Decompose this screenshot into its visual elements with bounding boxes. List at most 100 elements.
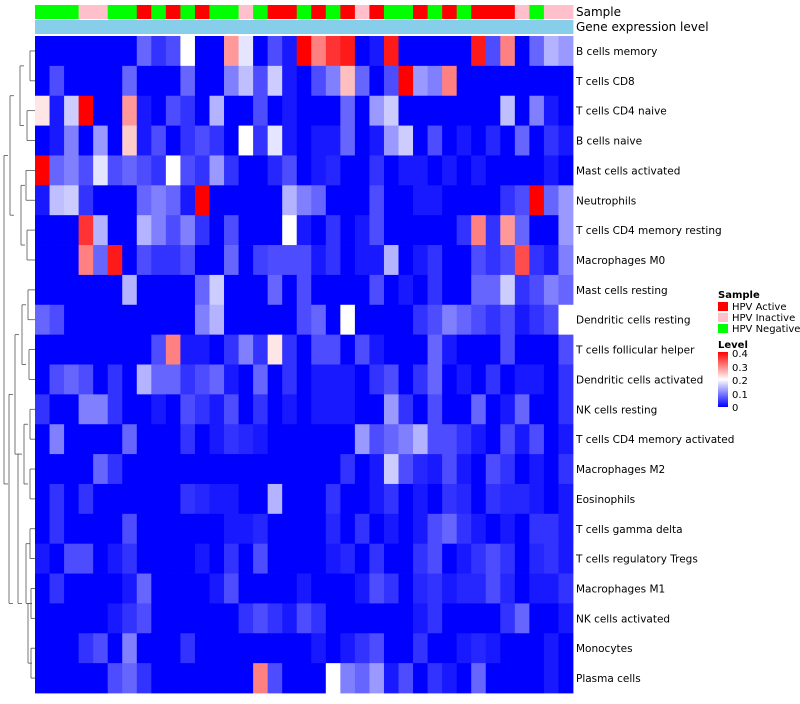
heatmap-cell-mast-cells-resting-14 bbox=[224, 274, 239, 306]
heatmap-cell-t-cells-follicular-helper-29 bbox=[442, 334, 458, 365]
heatmap-cell-t-cells-follicular-helper-36 bbox=[543, 334, 559, 365]
heatmap-cell-dendritic-cells-resting-11 bbox=[180, 304, 196, 336]
heatmap-cell-neutrophils-19 bbox=[296, 185, 312, 216]
heatmap-cell-dendritic-cells-activated-15 bbox=[238, 364, 254, 395]
heatmap-cell-dendritic-cells-resting-17 bbox=[267, 304, 283, 336]
heatmap-cell-macrophages-m2-35 bbox=[529, 454, 545, 485]
heatmap-cell-mast-cells-activated-6 bbox=[107, 155, 123, 186]
row-label-nk-cells-resting: NK cells resting bbox=[576, 404, 657, 416]
heatmap-cell-b-cells-naive-27 bbox=[413, 125, 428, 156]
heatmap-cell-t-cells-regulatory-tregs-37 bbox=[558, 543, 574, 574]
heatmap-cell-neutrophils-4 bbox=[78, 185, 94, 216]
heatmap-cell-dendritic-cells-resting-20 bbox=[311, 304, 327, 336]
heatmap-cell-mast-cells-resting-34 bbox=[514, 274, 530, 306]
heatmap-cell-t-cells-cd8-28 bbox=[427, 65, 443, 97]
heatmap-cell-neutrophils-12 bbox=[194, 185, 210, 216]
row-label-plasma-cells: Plasma cells bbox=[576, 673, 641, 685]
heatmap-cell-t-cells-cd8-37 bbox=[558, 65, 574, 97]
heatmap-cell-t-cells-cd8-9 bbox=[151, 65, 167, 97]
heatmap-cell-t-cells-follicular-helper-5 bbox=[93, 334, 109, 365]
heatmap-cell-macrophages-m1-22 bbox=[340, 573, 356, 604]
heatmap-cell-mast-cells-resting-26 bbox=[398, 274, 414, 306]
heatmap-cell-b-cells-naive-15 bbox=[238, 125, 254, 156]
heatmap-cell-t-cells-regulatory-tregs-7 bbox=[122, 543, 138, 574]
row-label-dendritic-cells-activated: Dendritic cells activated bbox=[576, 374, 703, 386]
heatmap-cell-t-cells-cd4-memory-activated-24 bbox=[369, 424, 385, 455]
heatmap-cell-b-cells-naive-1 bbox=[35, 125, 50, 156]
heatmap-cell-eosinophils-19 bbox=[296, 483, 312, 515]
heatmap-cell-t-cells-cd4-memory-resting-31 bbox=[471, 215, 487, 246]
heatmap-cell-t-cells-cd8-7 bbox=[122, 65, 138, 97]
heatmap-cell-nk-cells-activated-15 bbox=[238, 603, 254, 634]
heatmap-cell-t-cells-cd4-memory-resting-34 bbox=[514, 215, 530, 246]
heatmap-cell-t-cells-cd4-naive-11 bbox=[180, 95, 196, 126]
heatmap-cell-b-cells-memory-35 bbox=[529, 36, 545, 67]
heatmap-cell-t-cells-regulatory-tregs-12 bbox=[194, 543, 210, 574]
heatmap-cell-t-cells-cd4-memory-activated-4 bbox=[78, 424, 94, 455]
heatmap-cell-dendritic-cells-resting-22 bbox=[340, 304, 356, 336]
heatmap-cell-monocytes-28 bbox=[427, 633, 443, 664]
heatmap-cell-b-cells-memory-29 bbox=[442, 36, 458, 67]
heatmap-cell-t-cells-cd4-naive-18 bbox=[282, 95, 298, 126]
heatmap-cell-dendritic-cells-resting-25 bbox=[383, 304, 399, 336]
heatmap-cell-nk-cells-activated-20 bbox=[311, 603, 327, 634]
row-dendrogram bbox=[3, 50, 35, 679]
heatmap-cell-t-cells-regulatory-tregs-30 bbox=[456, 543, 472, 574]
heatmap-cell-nk-cells-activated-8 bbox=[136, 603, 152, 634]
sample-annotation-34 bbox=[514, 5, 530, 19]
heatmap-cell-nk-cells-resting-2 bbox=[49, 394, 65, 425]
expression-annotation-33 bbox=[500, 20, 516, 34]
heatmap-cell-t-cells-cd4-memory-resting-30 bbox=[456, 215, 472, 246]
heatmap-cell-macrophages-m2-36 bbox=[543, 454, 559, 485]
heatmap-cell-mast-cells-resting-35 bbox=[529, 274, 545, 306]
heatmap-cell-t-cells-regulatory-tregs-10 bbox=[165, 543, 181, 574]
heatmap-cell-t-cells-regulatory-tregs-3 bbox=[64, 543, 80, 574]
heatmap-cell-nk-cells-resting-30 bbox=[456, 394, 472, 425]
heatmap-cell-t-cells-follicular-helper-10 bbox=[165, 334, 181, 365]
heatmap-cell-macrophages-m1-34 bbox=[514, 573, 530, 604]
heatmap-cell-nk-cells-activated-1 bbox=[35, 603, 50, 634]
heatmap-cell-t-cells-cd8-12 bbox=[194, 65, 210, 97]
heatmap-cell-t-cells-cd4-memory-resting-29 bbox=[442, 215, 458, 246]
heatmap-cell-dendritic-cells-activated-24 bbox=[369, 364, 385, 395]
heatmap-cell-t-cells-cd4-memory-resting-32 bbox=[485, 215, 501, 246]
heatmap-cell-nk-cells-activated-10 bbox=[165, 603, 181, 634]
heatmap-cell-nk-cells-resting-33 bbox=[500, 394, 516, 425]
heatmap-cell-macrophages-m2-27 bbox=[413, 454, 428, 485]
heatmap-cell-mast-cells-activated-5 bbox=[93, 155, 109, 186]
heatmap-cell-macrophages-m1-21 bbox=[325, 573, 341, 604]
heatmap-cell-macrophages-m0-37 bbox=[558, 245, 574, 276]
heatmap-cell-b-cells-memory-16 bbox=[253, 36, 269, 67]
heatmap-cell-macrophages-m0-35 bbox=[529, 245, 545, 276]
heatmap-cell-macrophages-m0-31 bbox=[471, 245, 487, 276]
heatmap-cell-t-cells-regulatory-tregs-14 bbox=[224, 543, 239, 574]
heatmap-cell-eosinophils-33 bbox=[500, 483, 516, 515]
heatmap-cell-t-cells-cd4-memory-resting-4 bbox=[78, 215, 94, 246]
heatmap-cell-t-cells-gamma-delta-3 bbox=[64, 513, 80, 545]
heatmap-cell-macrophages-m2-19 bbox=[296, 454, 312, 485]
heatmap-cell-mast-cells-resting-32 bbox=[485, 274, 501, 306]
heatmap-cell-t-cells-regulatory-tregs-23 bbox=[354, 543, 370, 574]
heatmap-cell-nk-cells-activated-36 bbox=[543, 603, 559, 634]
heatmap-cell-nk-cells-resting-6 bbox=[107, 394, 123, 425]
expression-annotation-1 bbox=[35, 20, 50, 34]
heatmap-cell-t-cells-regulatory-tregs-27 bbox=[413, 543, 428, 574]
expression-annotation-26 bbox=[398, 20, 414, 34]
heatmap-cell-t-cells-cd8-1 bbox=[35, 65, 50, 97]
heatmap-cell-macrophages-m1-5 bbox=[93, 573, 109, 604]
heatmap-cell-t-cells-gamma-delta-1 bbox=[35, 513, 50, 545]
heatmap-cell-t-cells-cd4-memory-activated-35 bbox=[529, 424, 545, 455]
row-label-nk-cells-activated: NK cells activated bbox=[576, 613, 670, 625]
heatmap-cell-t-cells-cd4-memory-resting-13 bbox=[209, 215, 225, 246]
heatmap-cell-t-cells-follicular-helper-20 bbox=[311, 334, 327, 365]
heatmap-cell-t-cells-cd4-naive-5 bbox=[93, 95, 109, 126]
heatmap-cell-macrophages-m2-9 bbox=[151, 454, 167, 485]
heatmap-cell-t-cells-regulatory-tregs-24 bbox=[369, 543, 385, 574]
heatmap-cell-t-cells-cd4-memory-activated-12 bbox=[194, 424, 210, 455]
heatmap-cell-nk-cells-resting-15 bbox=[238, 394, 254, 425]
heatmap-cell-monocytes-22 bbox=[340, 633, 356, 664]
heatmap-cell-dendritic-cells-activated-36 bbox=[543, 364, 559, 395]
heatmap-cell-t-cells-regulatory-tregs-31 bbox=[471, 543, 487, 574]
heatmap-cell-b-cells-memory-25 bbox=[383, 36, 399, 67]
legend-swatch-hpv-negative bbox=[718, 324, 728, 333]
